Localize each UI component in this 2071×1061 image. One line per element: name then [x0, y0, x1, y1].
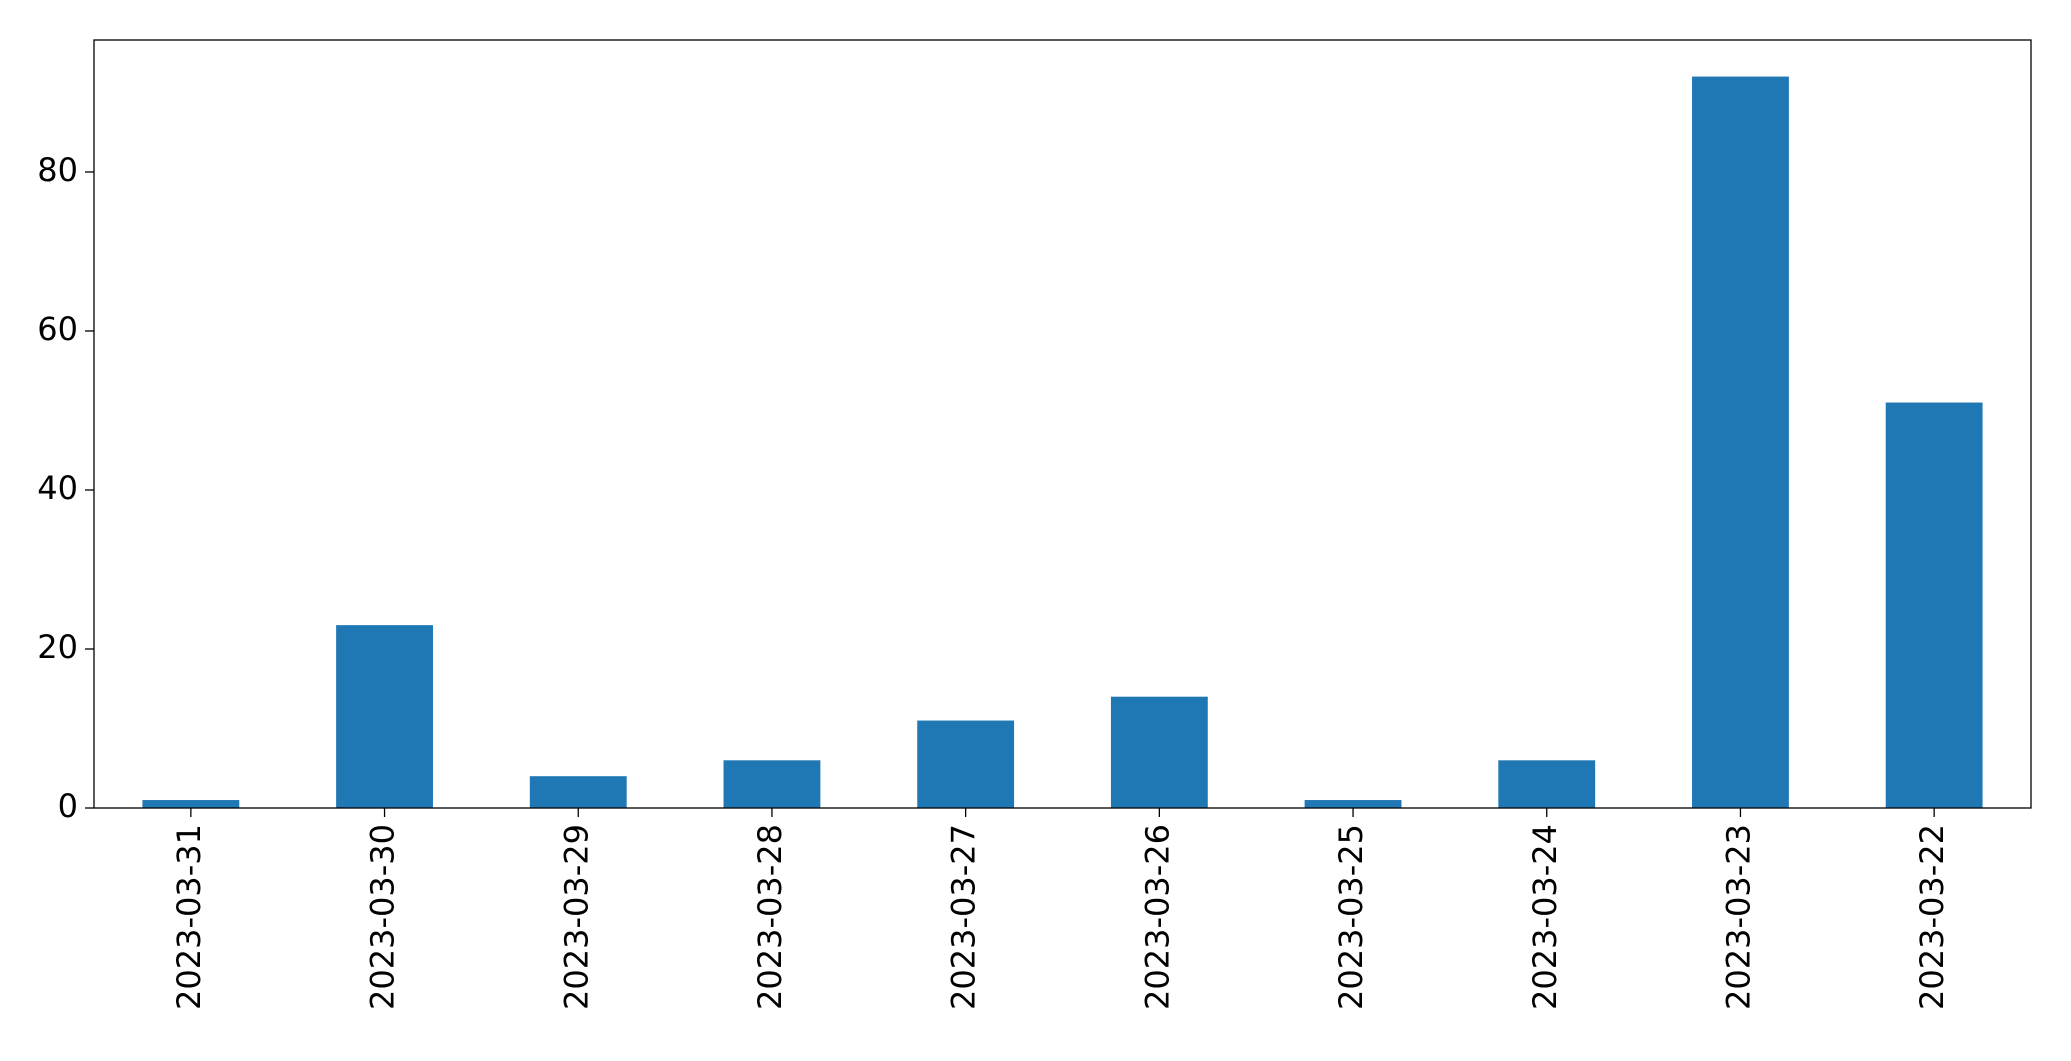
x-tick-label: 2023-03-30	[364, 824, 402, 1010]
bar	[1498, 760, 1596, 808]
plot-frame	[93, 39, 2032, 809]
x-tick-label: 2023-03-23	[1719, 824, 1757, 1010]
x-tick-label: 2023-03-26	[1138, 824, 1176, 1010]
x-tick-label: 2023-03-24	[1526, 824, 1564, 1010]
x-tick-label: 2023-03-25	[1332, 824, 1370, 1010]
bar	[336, 625, 433, 808]
bar	[529, 776, 627, 808]
bar	[1304, 800, 1402, 808]
y-tick-label: 20	[37, 628, 78, 666]
y-tick-label: 60	[37, 310, 78, 348]
bar	[1885, 402, 1983, 808]
bar	[1692, 76, 1789, 809]
x-tick-label: 2023-03-27	[945, 824, 983, 1010]
x-tick-label: 2023-03-31	[170, 824, 208, 1010]
y-tick-label: 40	[37, 469, 78, 507]
bar	[1110, 696, 1208, 808]
x-tick-label: 2023-03-29	[557, 824, 595, 1010]
x-tick-label: 2023-03-22	[1913, 824, 1951, 1010]
x-tick-label: 2023-03-28	[751, 824, 789, 1010]
y-tick-label: 80	[37, 151, 78, 189]
bar	[723, 760, 821, 808]
bar	[917, 720, 1015, 808]
y-tick-label: 0	[58, 787, 78, 825]
bar	[142, 800, 240, 808]
